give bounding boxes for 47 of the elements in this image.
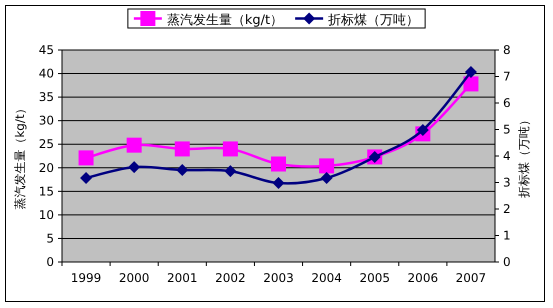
y2-axis-title: 折标煤（万吨） bbox=[517, 114, 531, 198]
x-tick-label: 2002 bbox=[215, 271, 246, 285]
x-tick-label: 2007 bbox=[456, 271, 486, 285]
point bbox=[463, 76, 478, 92]
y2-tick-label: 0 bbox=[503, 255, 511, 269]
y2-tick-label: 4 bbox=[503, 149, 511, 163]
legend-label: 折标煤（万吨） bbox=[328, 13, 420, 28]
point bbox=[272, 177, 284, 190]
point bbox=[174, 141, 190, 156]
y2-tick-label: 5 bbox=[503, 122, 511, 136]
x-tick-label: 2003 bbox=[263, 271, 294, 285]
y-tick-label: 40 bbox=[38, 66, 54, 81]
point bbox=[464, 66, 477, 78]
x-tick-label: 2005 bbox=[359, 271, 390, 285]
y2-tick-label: 8 bbox=[503, 43, 511, 57]
point bbox=[320, 172, 333, 184]
y2-tick-label: 1 bbox=[503, 228, 511, 242]
y-tick-label: 5 bbox=[46, 231, 54, 246]
y-tick-label: 45 bbox=[38, 43, 54, 57]
y-tick-label: 0 bbox=[46, 255, 54, 269]
point bbox=[319, 158, 334, 174]
y2-tick-label: 6 bbox=[503, 96, 511, 110]
y-tick-label: 20 bbox=[38, 160, 54, 175]
y-tick-label: 10 bbox=[38, 208, 54, 222]
y-tick-label: 15 bbox=[38, 184, 54, 198]
y-axis-title: 蒸汽发生量（kg/t） bbox=[13, 102, 27, 210]
point bbox=[224, 165, 236, 178]
point bbox=[128, 161, 140, 174]
point bbox=[176, 164, 188, 176]
legend-label: 蒸汽发生量（kg/t） bbox=[166, 13, 284, 28]
y-tick-label: 30 bbox=[38, 114, 54, 128]
x-tick-label: 1999 bbox=[70, 271, 102, 285]
x-tick-label: 2000 bbox=[118, 271, 150, 285]
point bbox=[80, 172, 92, 184]
point bbox=[78, 150, 94, 166]
y2-tick-label: 2 bbox=[503, 202, 511, 216]
y-tick-label: 25 bbox=[38, 137, 54, 152]
x-tick-label: 2001 bbox=[167, 271, 198, 285]
point bbox=[126, 138, 142, 153]
point bbox=[271, 156, 286, 172]
y2-tick-label: 7 bbox=[503, 70, 511, 84]
x-tick-label: 2006 bbox=[408, 271, 438, 285]
y-tick-label: 35 bbox=[38, 90, 54, 104]
point bbox=[416, 124, 429, 136]
y2-tick-label: 3 bbox=[503, 176, 511, 190]
x-tick-label: 2004 bbox=[311, 271, 342, 285]
point bbox=[222, 141, 238, 156]
